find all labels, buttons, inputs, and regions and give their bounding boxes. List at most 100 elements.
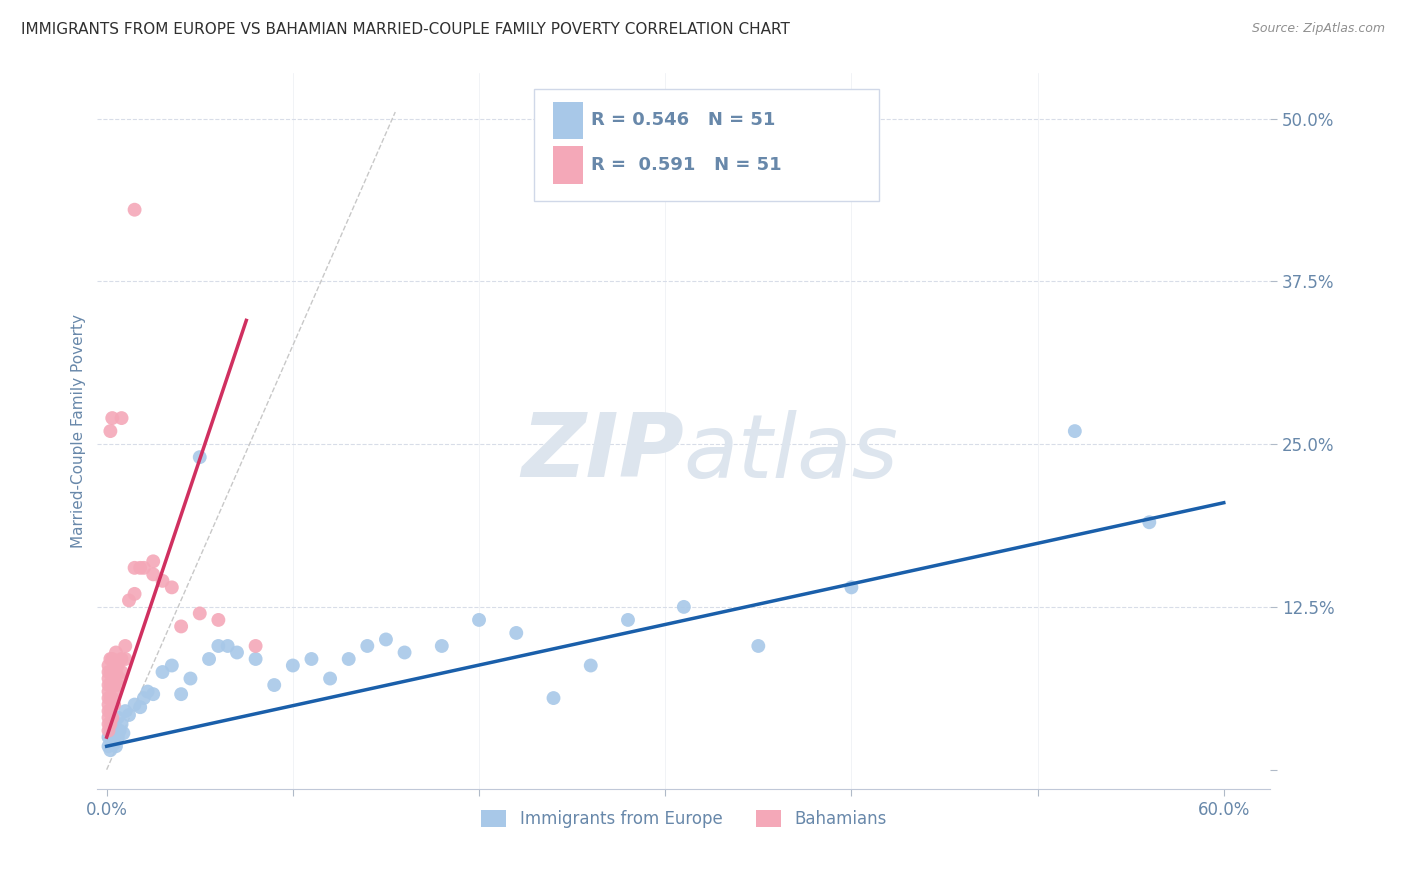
- Point: [319, 672, 342, 686]
- Point: [107, 710, 129, 724]
- Point: [226, 645, 249, 659]
- Point: [97, 704, 120, 718]
- Point: [170, 619, 193, 633]
- Point: [468, 613, 491, 627]
- Point: [1137, 515, 1160, 529]
- Point: [101, 691, 124, 706]
- Point: [103, 698, 125, 712]
- Point: [107, 658, 129, 673]
- Point: [108, 723, 131, 738]
- Point: [100, 678, 122, 692]
- Point: [101, 717, 124, 731]
- Point: [152, 574, 174, 588]
- Point: [97, 723, 120, 738]
- Point: [110, 717, 132, 731]
- Point: [160, 580, 183, 594]
- Point: [179, 672, 201, 686]
- Point: [617, 613, 640, 627]
- Point: [107, 730, 129, 744]
- Point: [118, 593, 141, 607]
- Point: [1063, 424, 1085, 438]
- Point: [100, 743, 122, 757]
- Text: R = 0.546   N = 51: R = 0.546 N = 51: [591, 112, 775, 129]
- Text: R =  0.591   N = 51: R = 0.591 N = 51: [591, 156, 782, 174]
- Point: [114, 652, 136, 666]
- Point: [103, 678, 125, 692]
- Point: [374, 632, 396, 647]
- Point: [136, 684, 159, 698]
- Point: [104, 721, 127, 735]
- Point: [152, 665, 174, 679]
- Text: ZIP: ZIP: [522, 409, 683, 496]
- Point: [142, 687, 165, 701]
- Point: [100, 723, 122, 738]
- Point: [100, 717, 122, 731]
- Point: [101, 411, 124, 425]
- Point: [841, 580, 863, 594]
- Point: [97, 672, 120, 686]
- Point: [97, 665, 120, 679]
- Point: [170, 687, 193, 701]
- Point: [97, 684, 120, 698]
- Point: [198, 652, 221, 666]
- Point: [132, 691, 155, 706]
- Point: [124, 587, 146, 601]
- Point: [100, 424, 122, 438]
- Point: [301, 652, 323, 666]
- Point: [110, 652, 132, 666]
- Point: [97, 691, 120, 706]
- Point: [104, 739, 127, 754]
- Point: [160, 658, 183, 673]
- Point: [207, 613, 229, 627]
- Point: [337, 652, 360, 666]
- Point: [129, 700, 152, 714]
- Point: [101, 652, 124, 666]
- Legend: Immigrants from Europe, Bahamians: Immigrants from Europe, Bahamians: [475, 803, 893, 835]
- Point: [188, 450, 211, 464]
- Point: [207, 639, 229, 653]
- Point: [97, 678, 120, 692]
- Point: [505, 626, 527, 640]
- Point: [101, 672, 124, 686]
- Point: [100, 691, 122, 706]
- Text: atlas: atlas: [683, 409, 898, 496]
- Point: [217, 639, 239, 653]
- Point: [263, 678, 285, 692]
- Point: [188, 607, 211, 621]
- Point: [100, 652, 122, 666]
- Y-axis label: Married-Couple Family Poverty: Married-Couple Family Poverty: [72, 314, 86, 548]
- Text: IMMIGRANTS FROM EUROPE VS BAHAMIAN MARRIED-COUPLE FAMILY POVERTY CORRELATION CHA: IMMIGRANTS FROM EUROPE VS BAHAMIAN MARRI…: [21, 22, 790, 37]
- Point: [129, 561, 152, 575]
- Point: [356, 639, 378, 653]
- Point: [579, 658, 602, 673]
- Point: [104, 665, 127, 679]
- Point: [281, 658, 304, 673]
- Point: [110, 665, 132, 679]
- Point: [97, 739, 120, 754]
- Point: [112, 726, 135, 740]
- Point: [97, 698, 120, 712]
- Point: [430, 639, 453, 653]
- Point: [245, 652, 267, 666]
- Point: [101, 710, 124, 724]
- Point: [104, 645, 127, 659]
- Point: [110, 411, 132, 425]
- Point: [97, 710, 120, 724]
- Point: [543, 691, 565, 706]
- Point: [142, 567, 165, 582]
- Point: [114, 704, 136, 718]
- Point: [101, 734, 124, 748]
- Point: [118, 708, 141, 723]
- Point: [97, 717, 120, 731]
- Point: [107, 678, 129, 692]
- Point: [97, 658, 120, 673]
- Point: [124, 202, 146, 217]
- Point: [103, 658, 125, 673]
- Point: [103, 737, 125, 751]
- Point: [100, 665, 122, 679]
- Text: Source: ZipAtlas.com: Source: ZipAtlas.com: [1251, 22, 1385, 36]
- Point: [104, 684, 127, 698]
- Point: [132, 561, 155, 575]
- Point: [114, 639, 136, 653]
- Point: [394, 645, 416, 659]
